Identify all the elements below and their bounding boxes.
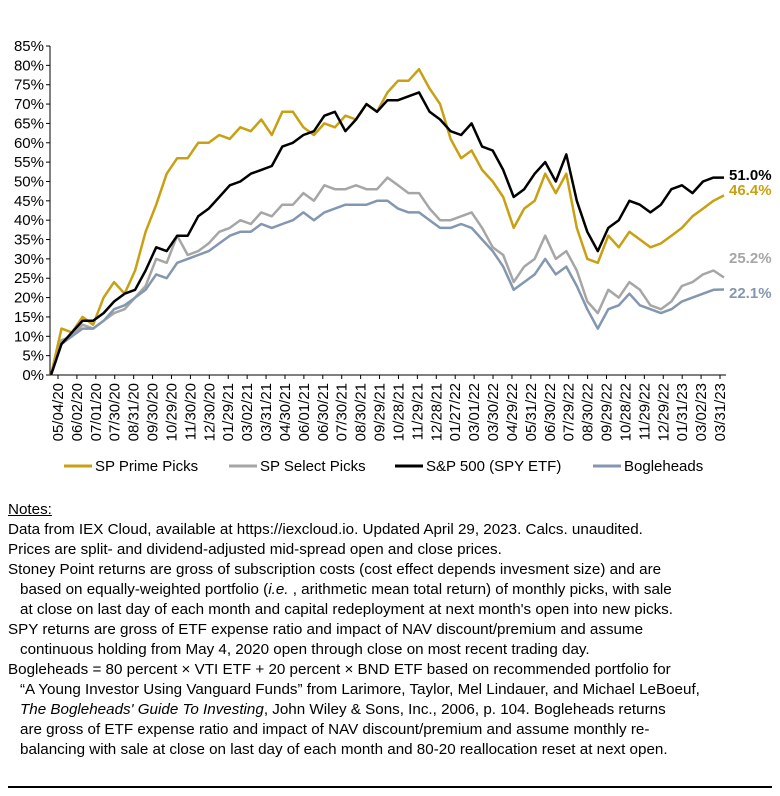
note-line-10-b: , John Wiley & Sons, Inc., 2006, p. 104.… bbox=[263, 701, 666, 718]
x-tick-label: 05/31/22 bbox=[523, 383, 540, 441]
x-tick-label: 06/30/22 bbox=[542, 383, 559, 441]
note-line-4-ie: i.e. bbox=[268, 581, 289, 598]
y-tick-label: 30% bbox=[14, 251, 44, 268]
note-line-10: The Bogleheads' Guide To Investing, John… bbox=[8, 700, 772, 720]
book-title: The Bogleheads' Guide To Investing bbox=[20, 701, 264, 718]
y-tick-label: 85% bbox=[14, 38, 44, 55]
legend-entry: S&P 500 (SPY ETF) bbox=[426, 458, 561, 475]
legend: SP Prime Picks SP Select Picks S&P 500 (SP… bbox=[64, 458, 703, 475]
series-line bbox=[49, 176, 725, 376]
note-line-4: based on equally-weighted portfolio (i.e… bbox=[8, 580, 772, 600]
series-lines bbox=[49, 67, 725, 376]
note-line-9: “A Young Investor Using Vanguard Funds” … bbox=[20, 681, 700, 698]
x-tick-label: 01/31/23 bbox=[674, 383, 691, 441]
note-line-1: Data from IEX Cloud, available at https:… bbox=[8, 521, 643, 538]
x-tick-label: 07/30/20 bbox=[107, 383, 124, 441]
x-tick-label: 05/04/20 bbox=[50, 383, 67, 441]
end-label: 25.2% bbox=[729, 250, 772, 267]
y-tick-label: 25% bbox=[14, 270, 44, 287]
x-tick-label: 03/31/23 bbox=[712, 383, 729, 441]
y-tick-label: 45% bbox=[14, 193, 44, 210]
x-axis: 05/04/20 06/02/20 07/01/20 07/30/20 08/31/20… bbox=[50, 374, 729, 441]
y-tick-label: 5% bbox=[22, 348, 44, 365]
y-tick-label: 0% bbox=[22, 367, 44, 384]
x-tick-label: 01/29/21 bbox=[220, 383, 237, 441]
note-line-3: Stoney Point returns are gross of subscr… bbox=[8, 561, 662, 578]
end-label: 51.0% bbox=[729, 167, 772, 184]
legend-entry: SP Select Picks bbox=[260, 458, 366, 475]
note-line-8: Bogleheads = 80 percent × VTI ETF + 20 p… bbox=[8, 661, 671, 678]
y-tick-label: 20% bbox=[14, 290, 44, 307]
x-tick-label: 12/30/20 bbox=[201, 383, 218, 441]
x-tick-label: 09/29/21 bbox=[372, 383, 389, 441]
end-label: 22.1% bbox=[729, 285, 772, 302]
note-line-7: continuous holding from May 4, 2020 open… bbox=[20, 641, 590, 658]
y-tick-label: 50% bbox=[14, 173, 44, 190]
note-line-5: at close on last day of each month and c… bbox=[20, 601, 673, 618]
end-label: 46.4% bbox=[729, 182, 772, 199]
x-tick-label: 11/29/21 bbox=[409, 383, 426, 440]
x-tick-label: 10/28/22 bbox=[617, 383, 634, 441]
x-tick-label: 08/31/20 bbox=[126, 383, 143, 441]
notes-panel: Notes: Data from IEX Cloud, available at… bbox=[8, 500, 772, 788]
x-tick-label: 03/30/22 bbox=[485, 383, 502, 441]
x-tick-label: 10/29/20 bbox=[163, 383, 180, 441]
y-tick-label: 65% bbox=[14, 115, 44, 132]
y-axis: 0% 5% 10% 15% 20% 25% 30% 35% 40% 45% 50% 55% 60% 65%… bbox=[14, 38, 51, 384]
note-line-6: SPY returns are gross of ETF expense rat… bbox=[8, 621, 644, 638]
x-tick-label: 07/29/22 bbox=[561, 383, 578, 441]
y-tick-label: 55% bbox=[14, 154, 44, 171]
returns-chart: 0% 5% 10% 15% 20% 25% 30% 35% 40% 45% 50% 55% 60% 65%… bbox=[14, 38, 772, 475]
x-tick-label: 04/30/21 bbox=[277, 383, 294, 441]
y-tick-label: 60% bbox=[14, 135, 44, 152]
end-labels: 46.4% 25.2% 51.0% 22.1% bbox=[729, 167, 772, 302]
x-tick-label: 06/30/21 bbox=[315, 383, 332, 441]
y-tick-label: 75% bbox=[14, 77, 44, 94]
notes-title: Notes: bbox=[8, 501, 52, 518]
legend-entry: SP Prime Picks bbox=[95, 458, 198, 475]
x-tick-label: 10/28/21 bbox=[390, 383, 407, 441]
x-tick-label: 09/30/20 bbox=[145, 383, 162, 441]
y-tick-label: 10% bbox=[14, 328, 44, 345]
y-tick-label: 35% bbox=[14, 232, 44, 249]
series-line bbox=[49, 199, 725, 376]
legend-entry: Bogleheads bbox=[624, 458, 703, 475]
x-tick-label: 03/02/21 bbox=[239, 383, 256, 441]
x-tick-label: 03/02/23 bbox=[693, 383, 710, 441]
x-tick-label: 12/28/21 bbox=[428, 383, 445, 441]
x-tick-label: 07/30/21 bbox=[334, 383, 351, 441]
x-tick-label: 01/27/22 bbox=[447, 383, 464, 441]
x-tick-label: 03/01/22 bbox=[466, 383, 483, 441]
x-tick-label: 06/02/20 bbox=[69, 383, 86, 441]
x-tick-label: 11/30/20 bbox=[182, 383, 199, 440]
y-tick-label: 70% bbox=[14, 96, 44, 113]
x-tick-label: 11/29/22 bbox=[636, 383, 653, 440]
note-line-2: Prices are split- and dividend-adjusted … bbox=[8, 541, 502, 558]
note-line-12: balancing with sale at close on last day… bbox=[20, 741, 668, 758]
y-tick-label: 80% bbox=[14, 57, 44, 74]
series-line bbox=[49, 91, 724, 376]
x-tick-label: 03/31/21 bbox=[258, 383, 275, 441]
x-tick-label: 12/29/22 bbox=[655, 383, 672, 441]
x-tick-label: 06/01/21 bbox=[296, 383, 313, 441]
note-line-4-a: based on equally-weighted portfolio ( bbox=[20, 581, 269, 598]
x-tick-label: 08/30/22 bbox=[580, 383, 597, 441]
y-tick-label: 40% bbox=[14, 212, 44, 229]
y-tick-label: 15% bbox=[14, 309, 44, 326]
series-line bbox=[49, 67, 725, 376]
note-line-4-b: , arithmetic mean total return) of month… bbox=[288, 581, 672, 598]
x-tick-label: 09/29/22 bbox=[599, 383, 616, 441]
note-line-11: are gross of ETF expense ratio and impac… bbox=[20, 721, 650, 738]
x-tick-label: 08/30/21 bbox=[353, 383, 370, 441]
x-tick-label: 04/29/22 bbox=[504, 383, 521, 441]
x-tick-label: 07/01/20 bbox=[88, 383, 105, 441]
